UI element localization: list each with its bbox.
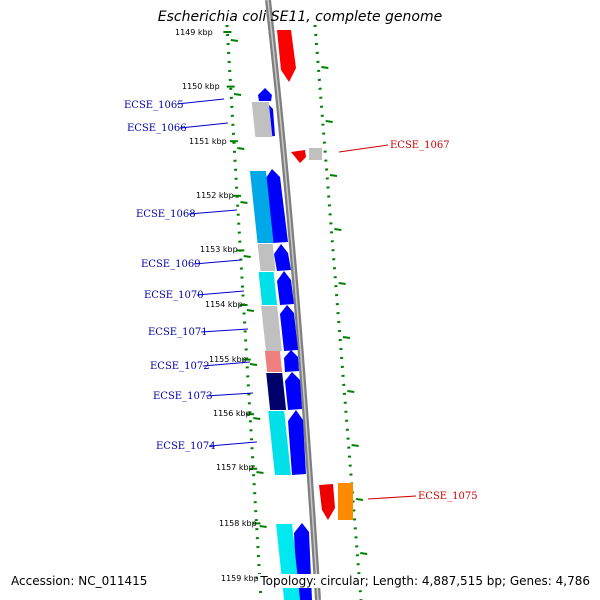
tick-mark: [355, 498, 364, 501]
leader-line: [176, 98, 225, 105]
gene-block-ecse-1069: [257, 244, 276, 271]
tick-mark: [253, 417, 261, 420]
left-dotted-track: [225, 24, 263, 600]
leader-line: [208, 441, 258, 447]
tick-mark: [240, 201, 248, 204]
tick-mark: [249, 363, 258, 366]
gene-block-ecse-1075: [338, 483, 353, 520]
kbp-label: 1152 kbp: [196, 191, 234, 200]
gene-labels: ECSE_1065 ECSE_1066 ECSE_1067 ECSE_1068 …: [124, 100, 478, 502]
leader-line: [205, 392, 254, 397]
tick-mark: [329, 174, 338, 177]
gene-block-ecse-1072: [264, 351, 283, 372]
tick-mark: [325, 120, 333, 123]
kbp-label: 1159 kbp: [221, 574, 259, 583]
leader-line: [188, 209, 238, 215]
tick-mark: [321, 66, 329, 69]
gene-arrow-reverse-top: [277, 30, 296, 82]
gene-label-ecse-1066[interactable]: ECSE_1066: [127, 123, 187, 134]
kbp-label: 1149 kbp: [175, 28, 213, 37]
gene-block-ecse-1074: [268, 411, 291, 475]
tick-mark: [334, 228, 342, 231]
tick-mark: [243, 255, 251, 258]
tick-mark: [230, 39, 239, 42]
gene-arrow-ecse-1067: [291, 150, 306, 163]
gene-arrow-ecse-1069: [274, 244, 291, 271]
tick-mark: [237, 147, 245, 150]
tick-mark: [246, 309, 254, 312]
tick-mark: [351, 444, 359, 447]
right-dotted-track: [313, 24, 363, 600]
gene-arrow-ecse-1071: [280, 305, 298, 351]
tick-mark: [342, 336, 351, 339]
gene-label-ecse-1073[interactable]: ECSE_1073: [153, 391, 213, 402]
gene-arrow-ecse-1073: [285, 372, 302, 410]
gene-label-ecse-1072[interactable]: ECSE_1072: [150, 361, 210, 372]
gene-block-ecse-1070: [258, 272, 278, 305]
kbp-label: 1155 kbp: [209, 355, 247, 364]
tick-mark: [233, 93, 242, 96]
accession-text: Accession: NC_011415: [9, 574, 150, 588]
kbp-label: 1158 kbp: [219, 519, 257, 528]
gene-block-ecse-1066: [251, 102, 273, 137]
leader-line: [179, 122, 229, 129]
gene-label-ecse-1068[interactable]: ECSE_1068: [136, 209, 196, 220]
kbp-labels: 1149 kbp 1150 kbp 1151 kbp 1152 kbp 1153…: [175, 28, 259, 583]
topology-text: Topology: circular; Length: 4,887,515 bp…: [258, 574, 592, 588]
leader-line: [196, 290, 245, 296]
gene-arrow-ecse-1074: [288, 410, 306, 475]
gene-label-ecse-1071[interactable]: ECSE_1071: [148, 327, 208, 338]
kbp-label: 1157 kbp: [216, 463, 254, 472]
tick-mark: [338, 282, 346, 285]
kbp-label: 1153 kbp: [200, 245, 238, 254]
tick-marks: [223, 31, 368, 582]
gene-block-ecse-1068: [249, 171, 274, 243]
leader-line: [202, 361, 251, 367]
kbp-label: 1156 kbp: [213, 409, 251, 418]
gene-label-ecse-1065[interactable]: ECSE_1065: [124, 100, 184, 111]
kbp-label: 1151 kbp: [189, 137, 227, 146]
label-leaders: [176, 98, 417, 500]
gene-block-ecse-1067: [309, 148, 322, 160]
leader-line: [367, 495, 417, 500]
gene-block-ecse-1071: [261, 306, 282, 351]
gene-arrow-ecse-1065: [258, 88, 272, 101]
tick-mark: [259, 525, 267, 528]
gene-label-ecse-1075[interactable]: ECSE_1075: [418, 491, 478, 502]
gene-label-ecse-1074[interactable]: ECSE_1074: [156, 441, 216, 452]
map-title: Escherichia coli SE11, complete genome: [157, 9, 443, 25]
gene-label-ecse-1067[interactable]: ECSE_1067: [390, 140, 450, 151]
gene-label-ecse-1069[interactable]: ECSE_1069: [141, 259, 201, 270]
leader-line: [200, 328, 249, 333]
gene-arrow-ecse-1075a: [319, 484, 335, 520]
gene-arrow-ecse-1070: [277, 271, 294, 305]
leader-line: [338, 144, 389, 153]
gene-arrow-ecse-1072: [284, 350, 299, 372]
leader-line: [193, 259, 242, 265]
tick-mark: [256, 471, 264, 474]
gene-block-ecse-1073: [266, 373, 287, 410]
kbp-label: 1154 kbp: [205, 300, 243, 309]
genome-backbone-highlight: [267, 0, 319, 600]
gene-label-ecse-1070[interactable]: ECSE_1070: [144, 290, 204, 301]
tick-mark: [360, 552, 368, 555]
kbp-label: 1150 kbp: [182, 82, 220, 91]
tick-mark: [347, 390, 355, 393]
